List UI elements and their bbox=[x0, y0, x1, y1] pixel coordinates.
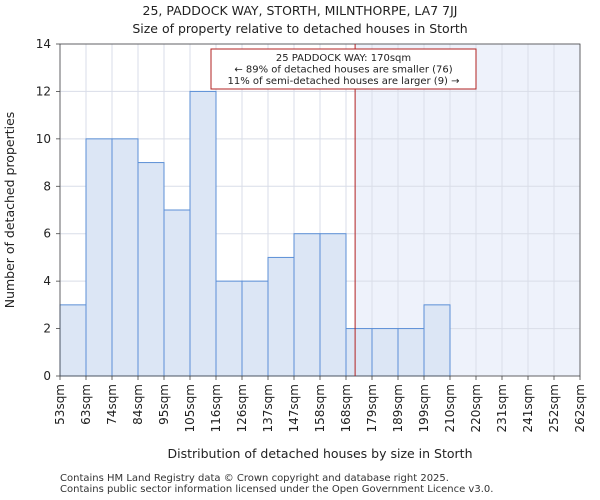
footer-licence: Contains public sector information licen… bbox=[60, 484, 494, 495]
y-tick-label-0: 0 bbox=[43, 369, 51, 383]
x-tick-label-199sqm: 199sqm bbox=[417, 384, 431, 432]
annotation-line-2: ← 89% of detached houses are smaller (76… bbox=[234, 65, 452, 76]
annotation-line-3: 11% of semi-detached houses are larger (… bbox=[227, 76, 459, 87]
y-tick-label-2: 4 bbox=[43, 274, 51, 288]
bar-53sqm bbox=[59, 304, 87, 377]
x-tick-label-105sqm: 105sqm bbox=[183, 384, 197, 432]
bar-168sqm bbox=[345, 328, 373, 377]
bar-189sqm bbox=[397, 328, 425, 377]
x-axis-title: Distribution of detached houses by size … bbox=[167, 446, 472, 461]
y-tick-label-4: 8 bbox=[43, 179, 51, 193]
y-tick-label-3: 6 bbox=[43, 227, 51, 241]
bar-74sqm bbox=[111, 138, 139, 377]
y-axis-title: Number of detached properties bbox=[2, 112, 17, 309]
x-tick-label-231sqm: 231sqm bbox=[495, 384, 509, 432]
bar-147sqm bbox=[293, 233, 321, 377]
y-tick-label-1: 2 bbox=[43, 322, 51, 336]
annotation-box bbox=[210, 48, 477, 90]
bar-63sqm bbox=[85, 138, 113, 377]
bar-84sqm bbox=[137, 162, 165, 377]
bar-105sqm bbox=[189, 90, 217, 377]
bar-179sqm bbox=[371, 328, 399, 377]
x-tick-label-262sqm: 262sqm bbox=[573, 384, 587, 432]
bar-158sqm bbox=[319, 233, 347, 377]
x-tick-label-189sqm: 189sqm bbox=[391, 384, 405, 432]
bar-126sqm bbox=[241, 280, 269, 377]
annotation-line-1: 25 PADDOCK WAY: 170sqm bbox=[276, 53, 411, 64]
x-tick-label-126sqm: 126sqm bbox=[235, 384, 249, 432]
x-tick-label-53sqm: 53sqm bbox=[53, 384, 67, 425]
footer-copyright: Contains HM Land Registry data © Crown c… bbox=[60, 473, 449, 484]
larger-region-shade bbox=[355, 44, 580, 376]
bar-116sqm bbox=[215, 280, 243, 377]
chart-title-address: 25, PADDOCK WAY, STORTH, MILNTHORPE, LA7… bbox=[142, 3, 458, 18]
x-tick-label-63sqm: 63sqm bbox=[79, 384, 93, 425]
x-tick-label-74sqm: 74sqm bbox=[105, 384, 119, 425]
x-tick-label-168sqm: 168sqm bbox=[339, 384, 353, 432]
y-tick-label-7: 14 bbox=[36, 37, 51, 51]
x-tick-label-241sqm: 241sqm bbox=[521, 384, 535, 432]
y-tick-label-5: 10 bbox=[36, 132, 51, 146]
x-tick-label-179sqm: 179sqm bbox=[365, 384, 379, 432]
x-tick-label-158sqm: 158sqm bbox=[313, 384, 327, 432]
y-tick-label-6: 12 bbox=[36, 84, 51, 98]
x-tick-label-95sqm: 95sqm bbox=[157, 384, 171, 425]
x-tick-label-252sqm: 252sqm bbox=[547, 384, 561, 432]
x-tick-label-84sqm: 84sqm bbox=[131, 384, 145, 425]
bar-95sqm bbox=[163, 209, 191, 377]
x-tick-label-220sqm: 220sqm bbox=[469, 384, 483, 432]
x-tick-label-116sqm: 116sqm bbox=[209, 384, 223, 432]
bar-199sqm bbox=[423, 304, 451, 377]
bar-137sqm bbox=[267, 256, 295, 377]
x-tick-label-137sqm: 137sqm bbox=[261, 384, 275, 432]
chart-title-subtitle: Size of property relative to detached ho… bbox=[132, 21, 468, 36]
x-tick-label-147sqm: 147sqm bbox=[287, 384, 301, 432]
x-tick-label-210sqm: 210sqm bbox=[443, 384, 457, 432]
